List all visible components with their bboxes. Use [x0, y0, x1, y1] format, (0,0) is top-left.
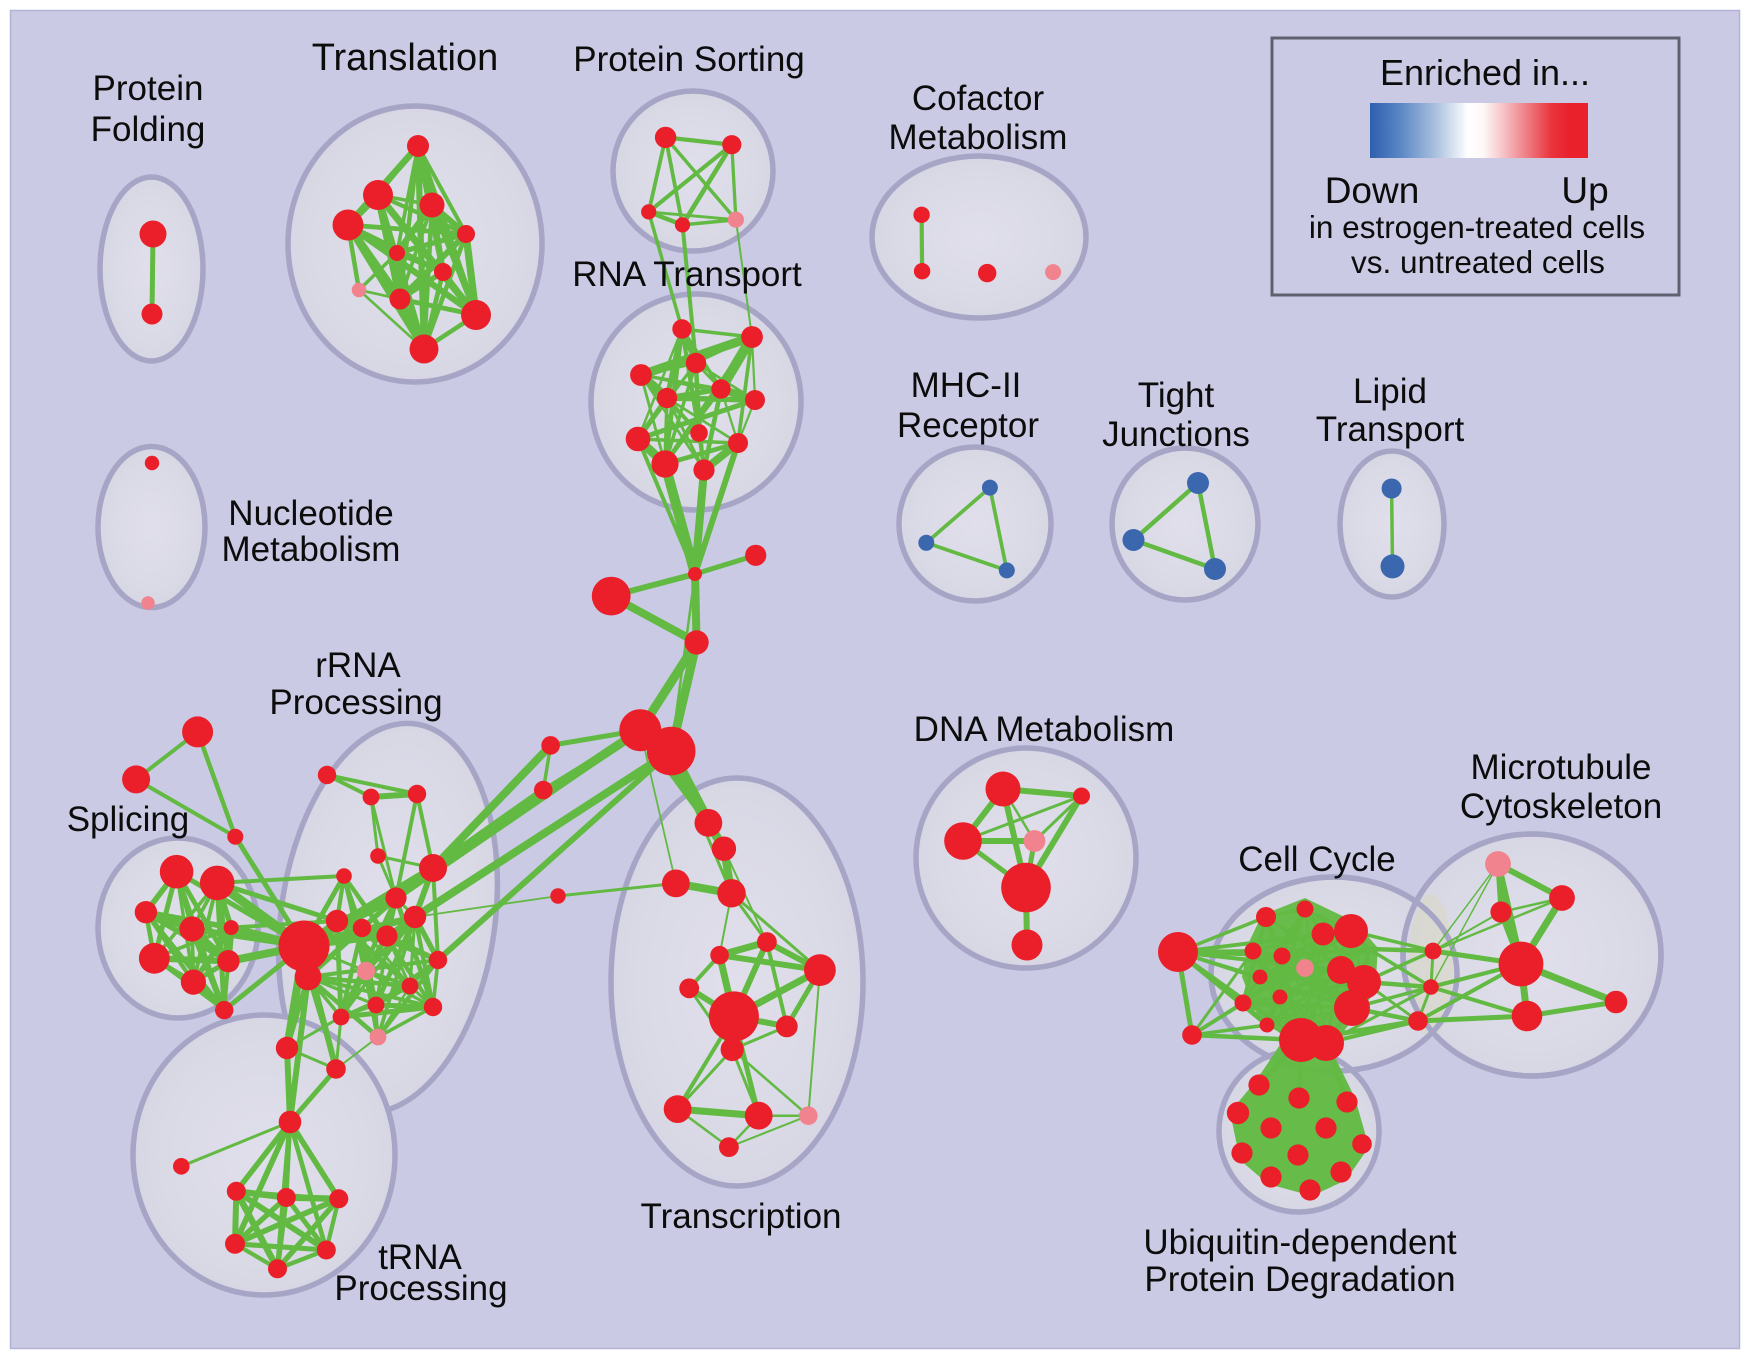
svg-text:Nucleotide: Nucleotide: [228, 494, 393, 533]
svg-text:Processing: Processing: [334, 1269, 507, 1308]
svg-text:Translation: Translation: [312, 37, 499, 79]
svg-text:Junctions: Junctions: [1102, 415, 1250, 454]
svg-text:Tight: Tight: [1138, 376, 1215, 415]
svg-text:Up: Up: [1561, 170, 1608, 211]
svg-text:in estrogen-treated cells: in estrogen-treated cells: [1309, 209, 1645, 245]
svg-text:Cell Cycle: Cell Cycle: [1238, 840, 1396, 879]
svg-text:Receptor: Receptor: [897, 406, 1039, 445]
svg-text:Cytoskeleton: Cytoskeleton: [1460, 787, 1662, 826]
svg-text:DNA Metabolism: DNA Metabolism: [914, 710, 1175, 749]
svg-text:Lipid: Lipid: [1353, 372, 1427, 411]
svg-text:Processing: Processing: [269, 683, 442, 722]
svg-text:Transport: Transport: [1316, 410, 1465, 449]
svg-text:Microtubule: Microtubule: [1471, 748, 1652, 787]
svg-text:Ubiquitin-dependent: Ubiquitin-dependent: [1143, 1223, 1457, 1262]
svg-text:Down: Down: [1325, 170, 1420, 211]
svg-text:Enriched in...: Enriched in...: [1380, 52, 1590, 93]
svg-text:Protein: Protein: [93, 69, 204, 108]
svg-text:Cofactor: Cofactor: [912, 79, 1045, 118]
svg-text:RNA Transport: RNA Transport: [572, 255, 802, 294]
svg-text:tRNA: tRNA: [378, 1238, 462, 1277]
svg-text:Metabolism: Metabolism: [222, 530, 401, 569]
svg-text:Folding: Folding: [91, 110, 206, 149]
svg-text:Protein Degradation: Protein Degradation: [1144, 1260, 1455, 1299]
svg-text:Metabolism: Metabolism: [889, 118, 1068, 157]
svg-text:Transcription: Transcription: [641, 1197, 842, 1236]
svg-text:vs. untreated cells: vs. untreated cells: [1351, 244, 1605, 280]
svg-text:Splicing: Splicing: [67, 800, 190, 839]
svg-text:MHC-II: MHC-II: [911, 366, 1022, 405]
svg-text:rRNA: rRNA: [315, 646, 401, 685]
svg-text:Protein Sorting: Protein Sorting: [573, 40, 805, 79]
